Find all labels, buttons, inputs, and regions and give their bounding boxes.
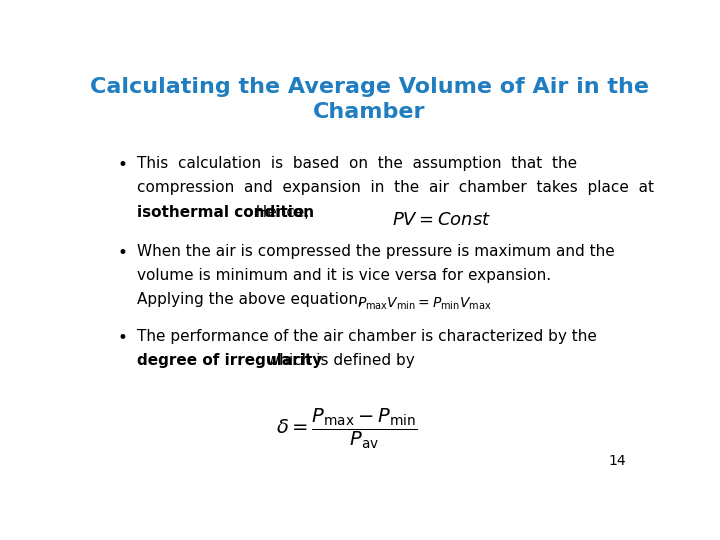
Text: volume is minimum and it is vice versa for expansion.: volume is minimum and it is vice versa f…: [138, 268, 552, 283]
Text: . Hence,: . Hence,: [246, 205, 310, 219]
Text: •: •: [118, 156, 127, 174]
Text: The performance of the air chamber is characterized by the: The performance of the air chamber is ch…: [138, 329, 598, 344]
Text: Chamber: Chamber: [312, 102, 426, 122]
Text: which is defined by: which is defined by: [262, 353, 415, 368]
Text: isothermal condition: isothermal condition: [138, 205, 315, 219]
Text: •: •: [118, 329, 127, 347]
Text: $PV = Const$: $PV = Const$: [392, 211, 491, 229]
Text: 14: 14: [608, 454, 626, 468]
Text: $\delta = \dfrac{P_{\rm max} - P_{\rm min}}{P_{\rm av}}$: $\delta = \dfrac{P_{\rm max} - P_{\rm mi…: [276, 406, 418, 451]
Text: compression  and  expansion  in  the  air  chamber  takes  place  at: compression and expansion in the air cha…: [138, 180, 654, 195]
Text: This  calculation  is  based  on  the  assumption  that  the: This calculation is based on the assumpt…: [138, 156, 577, 171]
Text: Applying the above equation,: Applying the above equation,: [138, 292, 364, 307]
Text: Calculating the Average Volume of Air in the: Calculating the Average Volume of Air in…: [89, 77, 649, 97]
Text: •: •: [118, 244, 127, 261]
Text: When the air is compressed the pressure is maximum and the: When the air is compressed the pressure …: [138, 244, 615, 259]
Text: degree of irregularity: degree of irregularity: [138, 353, 323, 368]
Text: $P_{\rm max}V_{\rm min} = P_{\rm min}V_{\rm max}$: $P_{\rm max}V_{\rm min} = P_{\rm min}V_{…: [358, 296, 492, 312]
